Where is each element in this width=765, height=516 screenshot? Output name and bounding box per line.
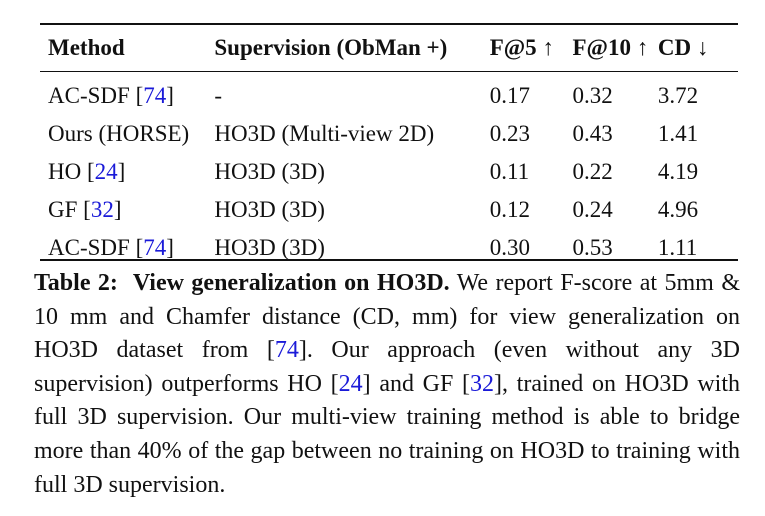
caption-label: Table 2:: [34, 270, 118, 296]
cell-method: AC-SDF [74]: [48, 82, 174, 108]
citation-link[interactable]: 74: [143, 82, 167, 108]
cell-cd: 3.72: [657, 82, 699, 108]
cell-supervision: HO3D (3D): [214, 158, 325, 184]
results-table: Method Supervision (ObMan +) F@5 ↑ F@10 …: [40, 24, 738, 266]
cell-f5: 0.17: [489, 82, 530, 108]
cell-cd: 4.96: [657, 196, 699, 222]
cell-f5: 0.23: [489, 120, 530, 146]
caption-text: , trained on HO3D with full 3D supervisi…: [34, 370, 740, 498]
table-row: Ours (HORSE) HO3D (Multi-view 2D) 0.23 0…: [40, 114, 738, 152]
cell-f5: 0.12: [489, 196, 530, 222]
table-top-rule: [40, 23, 738, 25]
table-header-row: Method Supervision (ObMan +) F@5 ↑ F@10 …: [40, 24, 738, 70]
cell-f10: 0.32: [572, 82, 613, 108]
cell-f10: 0.43: [572, 120, 613, 146]
header-supervision: Supervision (ObMan +): [214, 34, 448, 60]
cell-cd: 1.11: [657, 234, 698, 260]
cell-f10: 0.22: [572, 158, 613, 184]
citation-link[interactable]: 24: [338, 370, 363, 397]
cell-method: GF [32]: [48, 196, 122, 222]
header-method: Method: [48, 34, 125, 60]
table-caption: Table 2: View generalization on HO3D. We…: [34, 270, 740, 498]
citation-link[interactable]: 24: [94, 158, 118, 184]
table-row: AC-SDF [74] - 0.17 0.32 3.72: [40, 70, 738, 114]
caption-text: . Our approach (even without any 3D supe…: [34, 337, 740, 397]
cell-method: HO [24]: [48, 158, 126, 184]
method-name: GF: [48, 196, 78, 222]
cell-supervision: HO3D (3D): [214, 196, 325, 222]
citation-link[interactable]: 74: [274, 337, 299, 364]
method-name: HO: [48, 158, 82, 184]
method-name: AC-SDF: [48, 82, 130, 108]
cell-method: Ours (HORSE): [48, 120, 190, 146]
cell-cd: 4.19: [657, 158, 699, 184]
cell-cd: 1.41: [657, 120, 699, 146]
header-cd: CD ↓: [657, 34, 709, 60]
cell-supervision: HO3D (3D): [214, 234, 325, 260]
cell-supervision: HO3D (Multi-view 2D): [214, 120, 435, 146]
table-row: AC-SDF [74] HO3D (3D) 0.30 0.53 1.11: [40, 228, 738, 266]
cell-f10: 0.24: [572, 196, 613, 222]
cell-f5: 0.11: [489, 158, 530, 184]
table-bottom-rule: [40, 259, 738, 261]
citation-link[interactable]: 74: [143, 234, 167, 260]
table-row: HO [24] HO3D (3D) 0.11 0.22 4.19: [40, 152, 738, 190]
citation-link[interactable]: 32: [470, 370, 494, 397]
cell-supervision: -: [214, 82, 223, 108]
citation-link[interactable]: 32: [90, 196, 114, 222]
cell-f10: 0.53: [572, 234, 613, 260]
caption-text: and GF: [379, 370, 454, 397]
cell-method: AC-SDF [74]: [48, 234, 174, 260]
method-name: AC-SDF: [48, 234, 130, 260]
caption-text: We report F-score at 5mm & 10 mm and Cha…: [34, 270, 740, 364]
table-row: GF [32] HO3D (3D) 0.12 0.24 4.96: [40, 190, 738, 228]
header-rule: [40, 71, 738, 72]
caption-title: View generalization on HO3D.: [132, 270, 450, 296]
cell-f5: 0.30: [489, 234, 530, 260]
header-f5: F@5 ↑: [489, 34, 554, 60]
header-f10: F@10 ↑: [572, 34, 649, 60]
